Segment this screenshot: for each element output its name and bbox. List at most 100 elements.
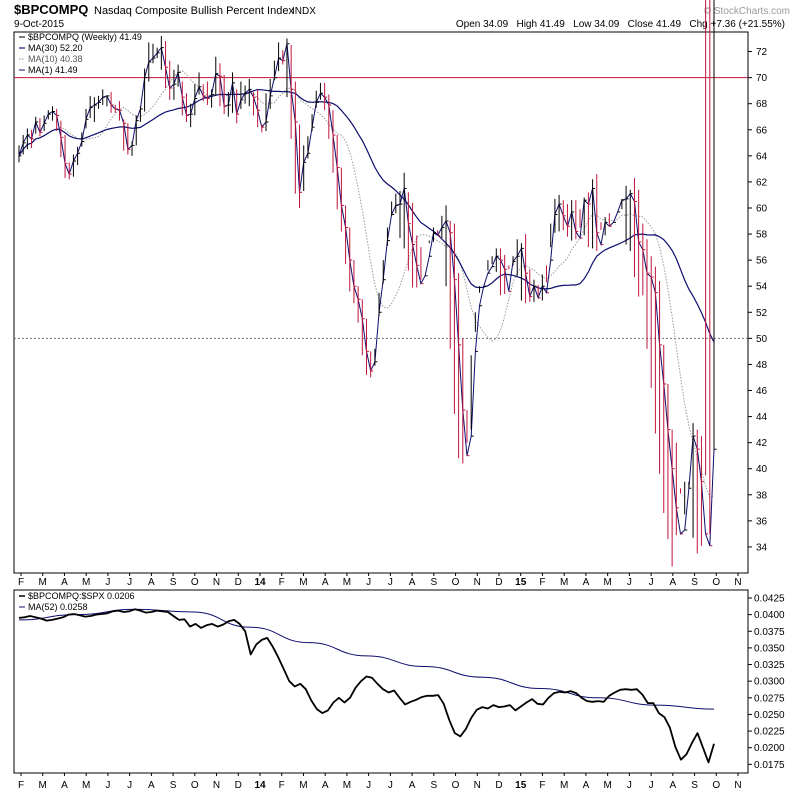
price-bar [89, 95, 93, 119]
price-bar [56, 108, 60, 132]
y-tick-label: 0.0300 [754, 677, 785, 688]
price-bar [437, 230, 441, 236]
y-tick-label: 68 [756, 99, 768, 110]
x-tick-label: D [495, 780, 502, 791]
price-bar [412, 202, 416, 288]
price-bar [646, 239, 650, 349]
price-bar [361, 299, 365, 356]
price-bar [441, 215, 445, 238]
attribution: © StockCharts.com [704, 6, 790, 17]
x-tick-label: O [712, 577, 720, 588]
price-bar [93, 97, 97, 122]
legend-ma10: MA(10) 40.38 [28, 54, 83, 64]
price-bar [617, 211, 621, 213]
price-bar [692, 423, 696, 538]
price-bar [654, 266, 658, 434]
x-tick-label: M [343, 780, 351, 791]
date-label: 9-Oct-2015 [14, 19, 64, 30]
price-bar [248, 78, 252, 107]
x-tick-label: D [495, 577, 502, 588]
price-bar [675, 442, 679, 536]
x-tick-label: S [691, 577, 698, 588]
x-tick-label: F [18, 780, 24, 791]
price-bar [558, 194, 562, 232]
x-tick-label: A [669, 577, 676, 588]
price-bar [696, 429, 700, 554]
price-bar [629, 189, 633, 252]
x-tick-label: J [366, 577, 371, 588]
price-bar [625, 185, 629, 245]
price-bar [416, 235, 420, 288]
x-tick-label: A [322, 577, 329, 588]
x-tick-label: J [127, 780, 132, 791]
price-bar [520, 243, 524, 301]
y-tick-label: 56 [756, 256, 768, 267]
x-tick-label: J [388, 577, 393, 588]
price-bar [592, 179, 596, 249]
price-bar [445, 205, 449, 287]
price-bar [64, 134, 68, 179]
legend-ma52: MA(52) 0.0258 [28, 602, 88, 612]
price-bar [458, 273, 462, 459]
price-bar [257, 89, 261, 128]
price-bar [449, 221, 453, 349]
price-bar [345, 205, 349, 265]
price-bar [425, 275, 428, 277]
price-bar [278, 42, 282, 72]
price-bar [499, 248, 503, 296]
price-bar [571, 200, 575, 241]
price-bar [479, 286, 483, 307]
x-tick-label: F [539, 577, 545, 588]
price-bar [77, 146, 81, 165]
price-bar [68, 162, 72, 180]
y-tick-label: 0.0225 [754, 727, 785, 738]
price-bar [72, 154, 76, 177]
price-bar [60, 120, 64, 158]
y-tick-label: 40 [756, 464, 768, 475]
price-bar [232, 72, 236, 113]
price-bar [31, 129, 35, 149]
price-bar [659, 280, 663, 474]
x-tick-label: N [213, 577, 220, 588]
y-tick-label: 0.0275 [754, 693, 785, 704]
price-bar [382, 260, 386, 284]
exchange-label: INDX [292, 6, 316, 17]
x-tick-label: J [627, 780, 632, 791]
price-bar [504, 254, 508, 295]
price-bar [357, 286, 361, 323]
price-bar [51, 106, 55, 121]
price-bar [198, 72, 202, 95]
price-bar [303, 145, 307, 192]
legend-ma30: MA(30) 52.20 [28, 43, 83, 53]
symbol-label: $BPCOMPQ [14, 2, 88, 17]
x-tick-label: J [127, 577, 132, 588]
price-bar [546, 265, 550, 294]
x-tick-label: N [734, 577, 741, 588]
price-bar [139, 106, 143, 122]
price-bar [537, 284, 541, 299]
price-bar [566, 204, 570, 237]
price-bar [102, 89, 106, 106]
ma10-line [18, 70, 715, 499]
main-y-axis: 34 36 38 40 42 44 46 48 50 52 54 56 58 60 62 64 66 68 70 72 [748, 47, 768, 553]
x-tick-label: J [105, 577, 110, 588]
price-bar [353, 260, 357, 304]
price-bar [604, 217, 608, 236]
y-tick-label: 44 [756, 412, 768, 423]
y-tick-label: 36 [756, 516, 768, 527]
x-tick-label: A [148, 577, 155, 588]
price-bar [667, 383, 671, 540]
x-tick-label: M [299, 780, 307, 791]
price-bar [236, 89, 240, 124]
y-tick-label: 0.0400 [754, 610, 785, 621]
price-bar [211, 89, 215, 108]
price-bar [621, 198, 625, 210]
price-bar [671, 429, 675, 567]
x-tick-label: A [61, 577, 68, 588]
price-bar [487, 260, 491, 274]
x-tick-label: M [299, 577, 307, 588]
x-tick-label: O [452, 577, 460, 588]
legend-price: $BPCOMPQ (Weekly) 41.49 [28, 32, 142, 42]
legend-ma1: MA(1) 41.49 [28, 65, 78, 75]
price-bar [332, 110, 336, 173]
